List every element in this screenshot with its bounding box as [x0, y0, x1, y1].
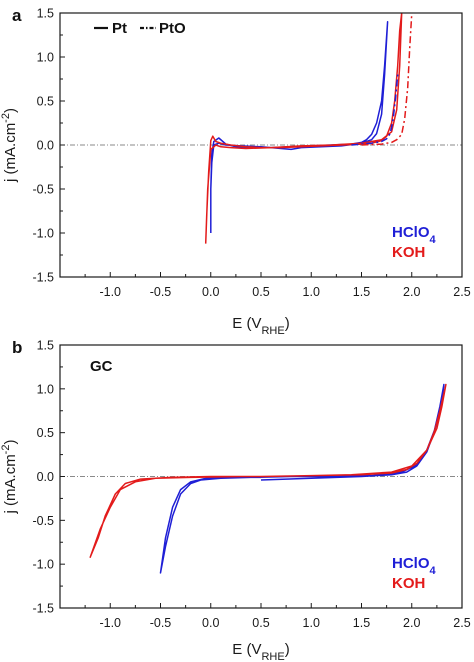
- x-axis-title: E (VRHE): [232, 641, 289, 662]
- legend-label: Pt: [112, 20, 127, 37]
- electrolyte-label-subscript: 4: [430, 565, 437, 577]
- x-tick-label: 1.5: [353, 285, 370, 299]
- electrolyte-label-hclo: HClO4: [392, 555, 437, 577]
- y-tick-label: -1.5: [32, 602, 54, 616]
- electrolyte-label-main: HClO: [392, 555, 430, 572]
- x-tick-label: -1.0: [99, 616, 121, 630]
- x-axis-title: E (VRHE): [232, 315, 289, 337]
- y-tick-label: 1.5: [37, 7, 54, 21]
- y-tick-label: 1.0: [37, 382, 54, 396]
- electrolyte-label-koh: KOH: [392, 244, 425, 261]
- inset-label: GC: [90, 358, 113, 375]
- y-tick-label: 1.0: [37, 51, 54, 65]
- x-axis-title-subscript: RHE: [261, 651, 284, 662]
- series-line-koh-pt: [204, 13, 403, 244]
- series-line-koh-gc: [89, 383, 447, 558]
- series-line-hclo4-pto: [351, 74, 399, 146]
- electrolyte-label-main: KOH: [392, 244, 425, 261]
- panel-letter: b: [12, 338, 22, 357]
- y-axis-title: j (mA.cm-2): [0, 108, 19, 183]
- y-tick-label: 1.5: [37, 339, 54, 353]
- y-tick-label: -1.5: [32, 271, 54, 285]
- y-axis-title-superscript: -2: [0, 113, 12, 123]
- electrolyte-label-main: KOH: [392, 575, 425, 592]
- x-tick-label: -1.0: [99, 285, 121, 299]
- y-axis-title-close: ): [2, 108, 19, 113]
- x-tick-label: 1.0: [303, 616, 320, 630]
- x-tick-label: 0.0: [202, 285, 219, 299]
- electrolyte-label-koh: KOH: [392, 575, 425, 592]
- x-axis-title-main: E (V: [232, 315, 261, 332]
- series-group: [204, 13, 413, 244]
- electrolyte-label-main: HClO: [392, 224, 430, 241]
- x-tick-label: 0.5: [252, 616, 269, 630]
- x-axis-title-close: ): [285, 315, 290, 332]
- x-tick-label: 2.0: [403, 616, 420, 630]
- y-tick-label: 0.5: [37, 95, 54, 109]
- y-tick-label: -0.5: [32, 514, 54, 528]
- electrolyte-label-hclo: HClO4: [392, 224, 437, 246]
- y-axis-title: j (mA.cm-2): [0, 440, 19, 515]
- x-tick-label: 2.0: [403, 285, 420, 299]
- y-tick-label: -0.5: [32, 183, 54, 197]
- legend-label: PtO: [159, 20, 186, 37]
- x-tick-label: 2.5: [453, 285, 470, 299]
- y-axis-title-superscript: -2: [0, 445, 12, 455]
- series-line-hclo4-pt: [210, 21, 389, 233]
- x-axis-title-subscript: RHE: [261, 325, 284, 337]
- x-tick-label: 0.5: [252, 285, 269, 299]
- y-axis-title-main: j (mA.cm: [2, 123, 19, 183]
- panel-b: b -1.0 -0.5 0.0 0.5 1.0 1.5 2.0 2.5 -1.5 -1.0 -0.5 0…: [0, 338, 471, 662]
- x-tick-label: -0.5: [150, 285, 172, 299]
- y-tick-label: -1.0: [32, 227, 54, 241]
- electrolyte-label-subscript: 4: [430, 234, 437, 246]
- y-tick-label: 0.0: [37, 470, 54, 484]
- x-axis-title-main: E (V: [232, 641, 261, 658]
- y-axis-title-main: j (mA.cm: [2, 454, 19, 514]
- y-tick-label: 0.5: [37, 426, 54, 440]
- x-tick-label: -0.5: [150, 616, 172, 630]
- y-tick-label: 0.0: [37, 139, 54, 153]
- x-axis-title-close: ): [285, 641, 290, 658]
- x-tick-label: 0.0: [202, 616, 219, 630]
- y-axis-title-close: ): [2, 440, 19, 445]
- panel-letter: a: [12, 6, 22, 25]
- x-tick-label: 1.0: [303, 285, 320, 299]
- panel-a: a -1.0 -0.5 0.0 0.5 1.0 1.5 2.0 2.5 -1.5 -1.0 -0.5 0…: [0, 6, 471, 337]
- x-tick-label: 1.5: [353, 616, 370, 630]
- series-line-hclo4-gc: [159, 383, 445, 574]
- series-line-koh-pto: [361, 13, 413, 146]
- y-tick-label: -1.0: [32, 558, 54, 572]
- x-tick-label: 2.5: [453, 616, 470, 630]
- series-group: [89, 383, 447, 574]
